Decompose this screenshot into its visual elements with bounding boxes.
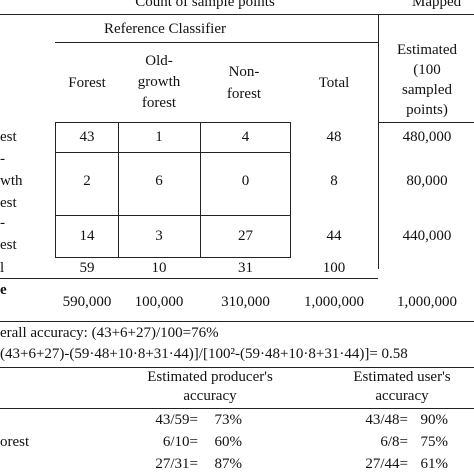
producer-fraction: 6/10= xyxy=(162,434,198,450)
cell-old-growth-forest: 2 xyxy=(83,173,91,189)
rule-estimated xyxy=(378,122,474,123)
col-total: Total xyxy=(318,75,350,91)
producer-fraction: 27/31= xyxy=(155,456,198,472)
confusion-matrix-box xyxy=(55,122,291,258)
cell-old-growth-total: 8 xyxy=(330,173,338,189)
col-forest: Forest xyxy=(68,75,106,91)
user-fraction: 6/8= xyxy=(380,434,408,450)
user-percent: 61% xyxy=(420,456,449,472)
rule-totals xyxy=(0,278,378,279)
producer-percent: 87% xyxy=(214,456,243,472)
row-label-area: e xyxy=(0,282,7,298)
total-total: 100 xyxy=(322,260,346,276)
divider-mapped xyxy=(378,14,379,269)
user-fraction: 27/44= xyxy=(365,456,408,472)
cell-old-growth-estimated: 80,000 xyxy=(406,173,448,189)
cell-forest-non-forest: 4 xyxy=(241,129,250,145)
cell-forest-total: 48 xyxy=(326,129,342,145)
area-forest: 590,000 xyxy=(62,294,112,310)
cell-forest-old-growth: 1 xyxy=(155,129,163,145)
rule-accuracy-header xyxy=(0,408,474,409)
rule-kappa xyxy=(0,367,474,368)
count-header: Count of sample points xyxy=(135,0,275,10)
row-label-forest: est xyxy=(0,129,17,145)
cell-old-growth-old-growth: 6 xyxy=(155,173,163,189)
cell-old-growth-non-forest: 0 xyxy=(241,173,250,189)
cell-non-forest-old-growth: 3 xyxy=(155,228,163,244)
area-non-forest: 310,000 xyxy=(221,294,270,310)
cell-forest-estimated: 480,000 xyxy=(402,129,452,145)
area-mapped: 1,000,000 xyxy=(397,294,457,310)
total-old-growth: 10 xyxy=(151,260,167,276)
producer-percent: 73% xyxy=(214,412,243,428)
cell-forest-forest: 43 xyxy=(79,129,95,145)
rule-top xyxy=(0,14,474,15)
rule-area xyxy=(0,321,474,322)
cell-non-forest-total: 44 xyxy=(326,228,342,244)
rule-reference xyxy=(55,42,378,43)
overall-accuracy: erall accuracy: (43+6+27)/100=76% xyxy=(0,325,219,341)
user-percent: 75% xyxy=(420,434,449,450)
producer-percent: 60% xyxy=(214,434,243,450)
total-non-forest: 31 xyxy=(238,260,253,276)
cell-non-forest-non-forest: 27 xyxy=(238,228,253,244)
area-total: 1,000,000 xyxy=(304,294,364,310)
producer-fraction: 43/59= xyxy=(155,412,198,428)
kappa-statement: (43+6+27)-(59·48+10·8+31·44)]/[100²-(59·… xyxy=(0,346,408,362)
area-old-growth: 100,000 xyxy=(134,294,184,310)
reference-classifier-label: Reference Classifier xyxy=(103,21,227,37)
cell-non-forest-estimated: 440,000 xyxy=(402,228,452,244)
row-label-total: l xyxy=(0,260,5,276)
mapped-header: Mapped xyxy=(412,0,462,10)
total-forest: 59 xyxy=(79,260,95,276)
cell-non-forest-forest: 14 xyxy=(79,228,95,244)
user-fraction: 43/48= xyxy=(365,412,408,428)
user-percent: 90% xyxy=(420,412,449,428)
